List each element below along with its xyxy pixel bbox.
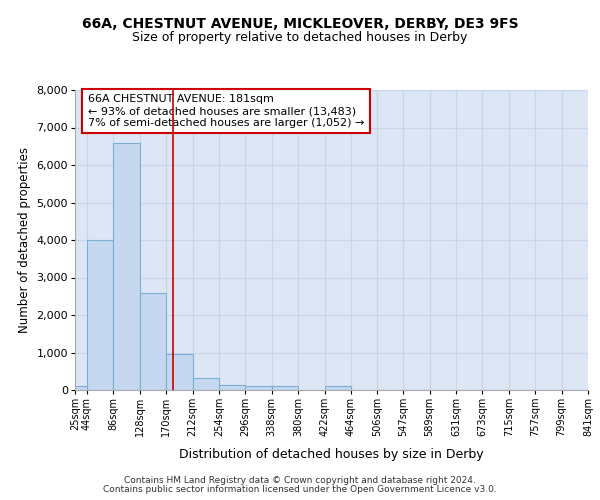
Bar <box>75 386 87 390</box>
Bar <box>140 292 166 390</box>
Text: 66A, CHESTNUT AVENUE, MICKLEOVER, DERBY, DE3 9FS: 66A, CHESTNUT AVENUE, MICKLEOVER, DERBY,… <box>82 18 518 32</box>
Bar <box>193 378 219 390</box>
Bar <box>245 386 272 390</box>
Bar <box>113 142 140 390</box>
Bar <box>166 354 193 390</box>
Bar <box>325 386 351 390</box>
Bar <box>272 386 298 390</box>
Y-axis label: Number of detached properties: Number of detached properties <box>18 147 31 333</box>
Bar <box>87 240 113 390</box>
Text: Contains HM Land Registry data © Crown copyright and database right 2024.: Contains HM Land Registry data © Crown c… <box>124 476 476 485</box>
Bar <box>219 385 245 390</box>
Text: Contains public sector information licensed under the Open Government Licence v3: Contains public sector information licen… <box>103 485 497 494</box>
Text: 66A CHESTNUT AVENUE: 181sqm
← 93% of detached houses are smaller (13,483)
7% of : 66A CHESTNUT AVENUE: 181sqm ← 93% of det… <box>88 94 364 128</box>
Text: Size of property relative to detached houses in Derby: Size of property relative to detached ho… <box>133 31 467 44</box>
X-axis label: Distribution of detached houses by size in Derby: Distribution of detached houses by size … <box>179 448 484 460</box>
